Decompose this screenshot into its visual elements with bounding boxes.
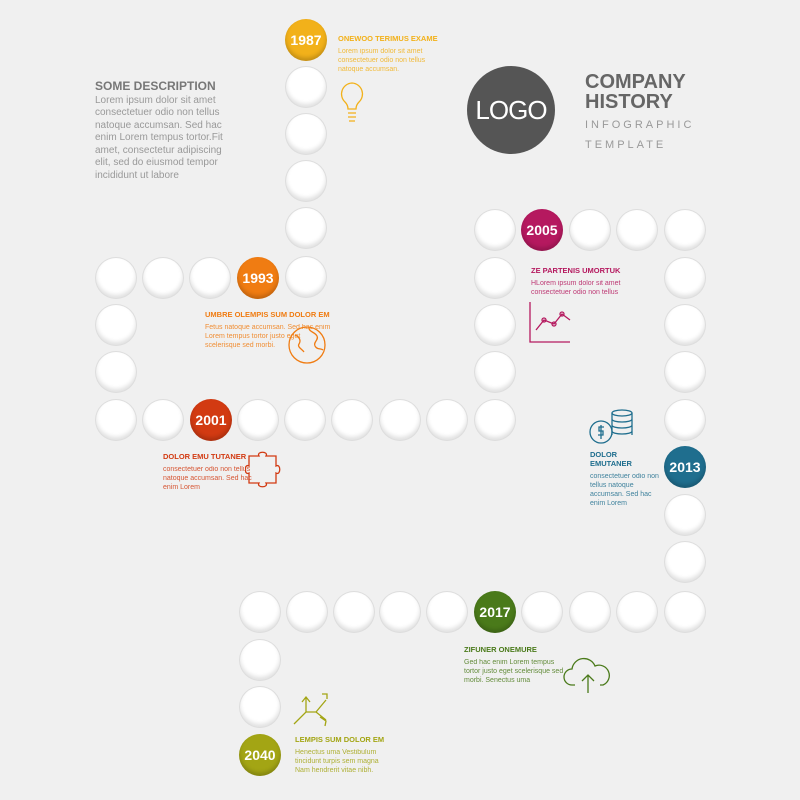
coins-icon (589, 409, 633, 444)
milestone-block: ZIFUNER ONEMURE Ged hac enim Lorem tempus… (464, 645, 564, 685)
milestone-text: consectetuer odio non tellus natoque acc… (163, 466, 252, 491)
milestone-text: Fetus natoque accumsan. Sed hac enim Lor… (205, 324, 331, 349)
timeline-step (665, 305, 705, 345)
timeline-step (332, 400, 372, 440)
timeline-step (665, 352, 705, 392)
milestone-text: Ged hac enim Lorem tempus tortor justo e… (464, 659, 564, 684)
title-line-1: COMPANY (585, 71, 686, 93)
milestone-title: ZE PARTENIS UMORTUK (531, 266, 621, 275)
title-block: COMPANY HISTORY INFOGRAPHIC TEMPLATE (585, 72, 694, 152)
logo: LOGO (467, 66, 555, 154)
timeline-step (286, 257, 326, 297)
milestone-text: Henectus uma Vestibulum tincidunt turpis… (295, 749, 379, 774)
timeline-step (475, 258, 515, 298)
timeline-step (96, 305, 136, 345)
timeline-step (665, 210, 705, 250)
timeline-step (190, 258, 230, 298)
timeline-step (240, 687, 280, 727)
year-marker: 2040 (239, 734, 281, 776)
timeline-step (240, 640, 280, 680)
timeline-step (665, 542, 705, 582)
milestone-title: DOLOR EMU TUTANER (163, 452, 247, 461)
timeline-step (96, 258, 136, 298)
cloud-upload-icon (563, 657, 610, 693)
year-marker: 2001 (190, 399, 232, 441)
timeline-step (522, 592, 562, 632)
timeline-step (380, 400, 420, 440)
timeline-step (286, 67, 326, 107)
timeline-step (617, 210, 657, 250)
puzzle-icon (245, 451, 281, 488)
timeline-step (665, 592, 705, 632)
timeline-step (238, 400, 278, 440)
timeline-step (427, 592, 467, 632)
year-marker: 1993 (237, 257, 279, 299)
timeline-step (286, 161, 326, 201)
timeline-step (427, 400, 467, 440)
timeline-step (570, 592, 610, 632)
timeline-step (665, 400, 705, 440)
milestone-text: HLorem ipsum dolor sit amet consectetuer… (531, 280, 621, 296)
milestone-block: ZE PARTENIS UMORTUK HLorem ipsum dolor si… (531, 266, 631, 297)
milestone-text: Lorem ipsum dolor sit amet consectetuer … (338, 48, 426, 73)
milestone-text: consectetuer odio non tellus natoque acc… (590, 473, 659, 507)
timeline-step (286, 208, 326, 248)
timeline-step (475, 305, 515, 345)
timeline-step (475, 400, 515, 440)
milestone-block: DOLOR EMUTANER consectetuer odio non tell… (590, 450, 660, 508)
milestone-title: UMBRE OLEMPIS SUM DOLOR EM (205, 310, 330, 319)
description-text: Lorem ipsum dolor sit amet consectetuer … (95, 94, 223, 181)
year-marker: 2017 (474, 591, 516, 633)
timeline-step (240, 592, 280, 632)
timeline-step (143, 400, 183, 440)
milestone-title: ZIFUNER ONEMURE (464, 645, 537, 654)
lightbulb-icon (340, 82, 364, 122)
timeline-step (143, 258, 183, 298)
year-marker: 2005 (521, 209, 563, 251)
timeline-step (285, 400, 325, 440)
timeline-step (96, 352, 136, 392)
line-chart-icon (529, 302, 571, 343)
arrows-icon (293, 693, 328, 727)
timeline-step (665, 495, 705, 535)
milestone-title: ONEWOO TERIMUS EXAME (338, 34, 438, 43)
milestone-title: LEMPIS SUM DOLOR EM (295, 735, 385, 744)
title-line-2: HISTORY (585, 91, 673, 113)
subtitle-line-1: INFOGRAPHIC (585, 119, 695, 131)
milestone-block: ONEWOO TERIMUS EXAME Lorem ipsum dolor si… (338, 34, 438, 74)
timeline-step (334, 592, 374, 632)
timeline-step (286, 114, 326, 154)
milestone-title: DOLOR EMUTANER (590, 450, 632, 468)
timeline-step (570, 210, 610, 250)
timeline-step (96, 400, 136, 440)
timeline-step (287, 592, 327, 632)
year-marker: 1987 (285, 19, 327, 61)
timeline-step (475, 352, 515, 392)
globe-icon (288, 326, 326, 364)
milestone-block: DOLOR EMU TUTANER consectetuer odio non t… (163, 452, 253, 492)
year-marker: 2013 (664, 446, 706, 488)
timeline-step (475, 210, 515, 250)
milestone-block: LEMPIS SUM DOLOR EM Henectus uma Vestibul… (295, 735, 395, 775)
description-block: SOME DESCRIPTION Lorem ipsum dolor sit a… (95, 80, 225, 182)
timeline-step (665, 258, 705, 298)
description-title: SOME DESCRIPTION (95, 79, 216, 93)
timeline-step (380, 592, 420, 632)
timeline-step (617, 592, 657, 632)
milestone-block: UMBRE OLEMPIS SUM DOLOR EM Fetus natoque … (205, 310, 335, 350)
subtitle-line-2: TEMPLATE (585, 139, 667, 151)
